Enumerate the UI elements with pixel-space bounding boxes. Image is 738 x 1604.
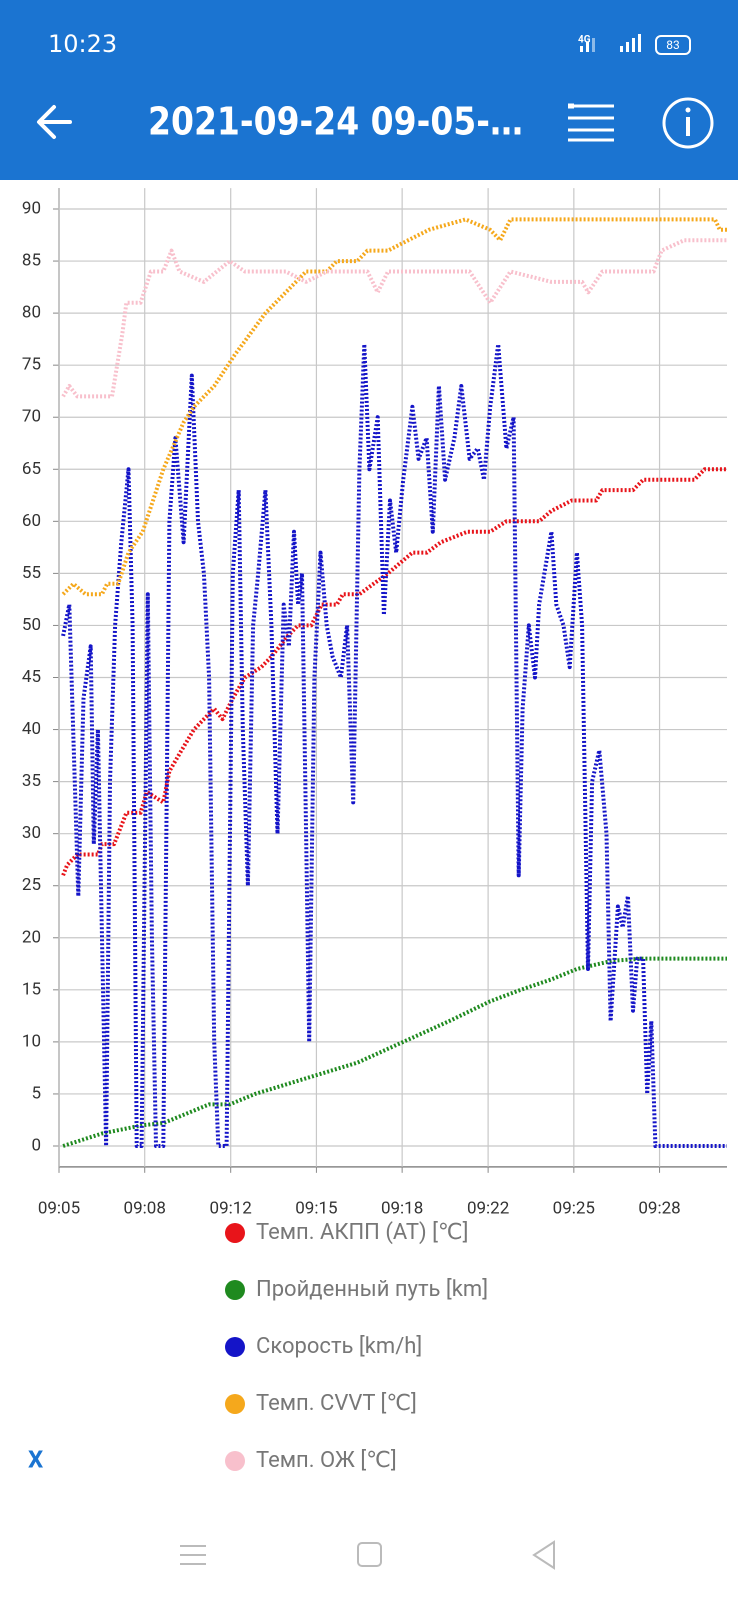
series-line — [61, 342, 727, 1148]
series-line — [61, 217, 727, 597]
back-button[interactable] — [37, 105, 72, 139]
y-tick-label: 60 — [22, 511, 41, 531]
status-time: 10:23 — [48, 30, 117, 58]
nav-back[interactable] — [532, 1540, 555, 1570]
close-button[interactable]: X — [28, 1445, 43, 1473]
x-tick-label: 09:18 — [381, 1198, 423, 1218]
battery-level: 83 — [666, 38, 680, 52]
legend-label: Скорость [km/h] — [256, 1334, 422, 1359]
y-tick-label: 15 — [22, 979, 41, 999]
series-line — [62, 956, 727, 1148]
series-line — [61, 238, 727, 399]
nav-bar — [180, 1540, 555, 1570]
nav-home[interactable] — [357, 1542, 382, 1567]
battery-icon — [655, 35, 691, 55]
legend-label: Темп. АКПП (AT) [℃] — [256, 1220, 468, 1245]
app-bar — [0, 0, 738, 180]
series-line — [61, 467, 727, 877]
y-tick-label: 5 — [31, 1083, 41, 1103]
screen-title: 2021-09-24 09-05-… — [148, 100, 523, 144]
y-tick-label: 90 — [22, 198, 41, 218]
legend: Темп. АКПП (AT) [℃] Пройденный путь [km] С… — [225, 1220, 488, 1473]
y-tick-label: 55 — [22, 563, 41, 583]
y-tick-label: 20 — [22, 927, 41, 947]
x-tick-label: 09:08 — [124, 1198, 166, 1218]
y-tick-label: 35 — [22, 771, 41, 791]
x-tick-label: 09:15 — [295, 1198, 337, 1218]
legend-label: Темп. ОЖ [℃] — [256, 1448, 397, 1473]
legend-marker — [225, 1451, 245, 1471]
nav-menu[interactable] — [180, 1545, 206, 1565]
y-tick-label: 30 — [22, 823, 41, 843]
y-tick-label: 10 — [22, 1031, 41, 1051]
chart: 0 5 10 15 20 25 30 35 40 45 50 55 60 65 70 75 80 85 90 09:0… — [22, 188, 727, 1218]
legend-label: Пройденный путь [km] — [256, 1277, 488, 1302]
y-tick-label: 65 — [22, 459, 41, 479]
y-tick-label: 40 — [22, 719, 41, 739]
y-tick-label: 0 — [31, 1135, 41, 1155]
y-tick-label: 80 — [22, 303, 41, 323]
legend-marker — [225, 1337, 245, 1357]
legend-marker — [225, 1280, 245, 1300]
list-button[interactable] — [568, 103, 614, 142]
x-tick-label: 09:05 — [38, 1198, 80, 1218]
x-tick-label: 09:28 — [638, 1198, 680, 1218]
x-tick-label: 09:22 — [467, 1198, 509, 1218]
legend-marker — [225, 1394, 245, 1414]
y-tick-label: 75 — [22, 355, 41, 375]
y-tick-label: 70 — [22, 407, 41, 427]
y-tick-label: 25 — [22, 875, 41, 895]
info-button[interactable] — [662, 97, 714, 149]
y-tick-label: 50 — [22, 615, 41, 635]
y-tick-label: 85 — [22, 251, 41, 271]
legend-marker — [225, 1223, 245, 1243]
signal-icon — [580, 34, 641, 52]
network-label: 4G — [578, 35, 591, 46]
y-tick-label: 45 — [22, 667, 41, 687]
legend-label: Темп. CVVT [℃] — [256, 1391, 417, 1416]
x-tick-label: 09:12 — [210, 1198, 252, 1218]
x-tick-label: 09:25 — [553, 1198, 595, 1218]
